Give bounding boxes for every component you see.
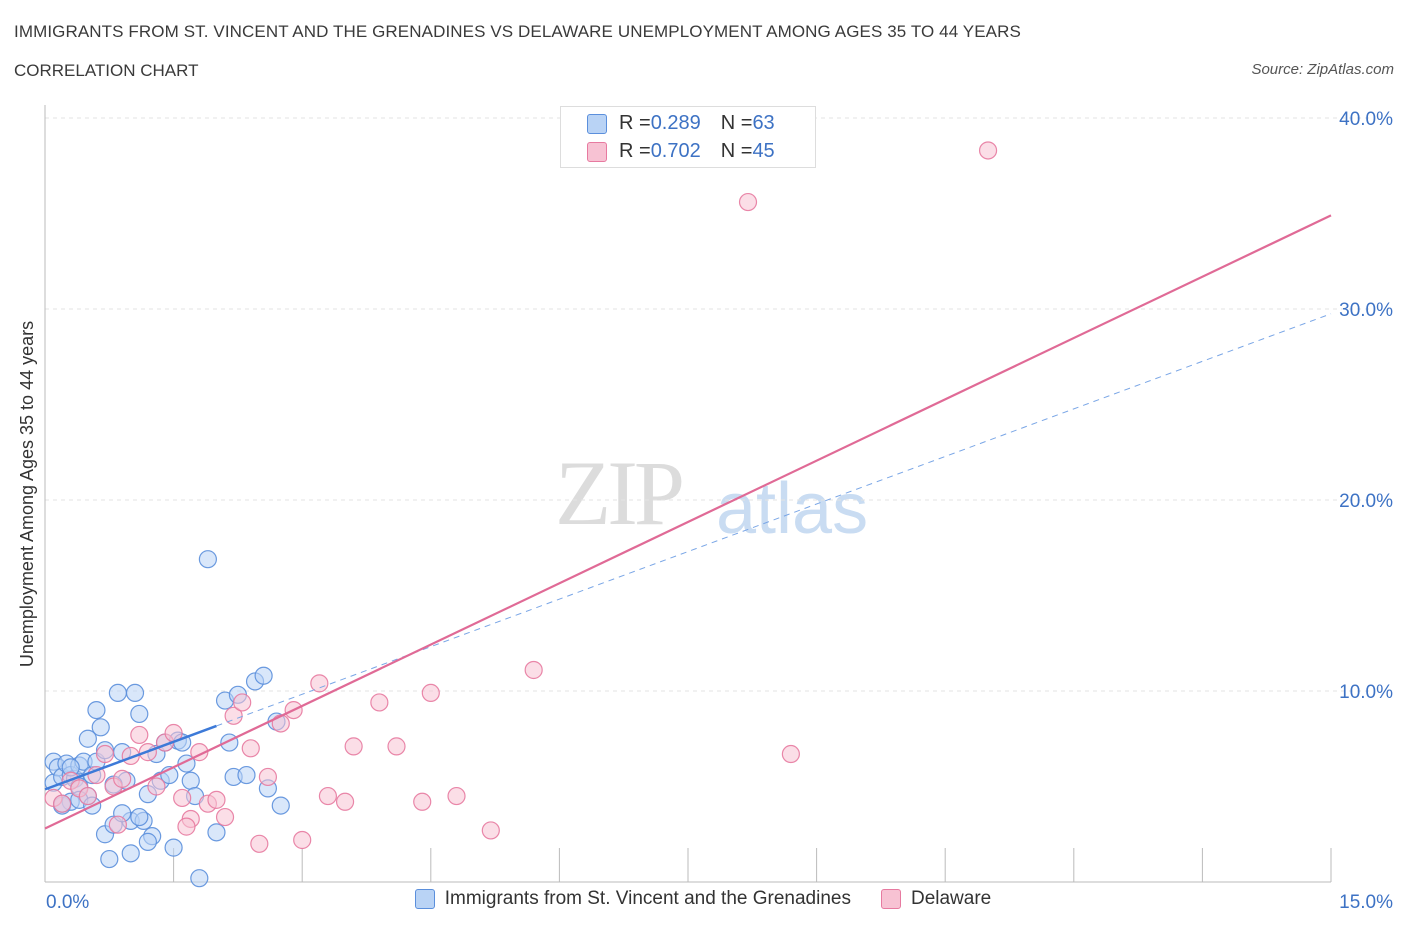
- data-point-blue: [78, 729, 97, 748]
- data-point-pink: [421, 683, 440, 703]
- n-value-blue: 63: [752, 112, 775, 134]
- data-point-blue: [87, 700, 106, 720]
- data-point-pink: [95, 744, 115, 764]
- watermark-zip: ZIP: [555, 442, 685, 544]
- r-label: R =: [619, 140, 651, 162]
- chart-subtitle: CORRELATION CHART: [14, 61, 199, 80]
- data-point-pink: [310, 674, 329, 693]
- data-point-pink: [738, 192, 758, 212]
- data-point-pink: [978, 141, 998, 160]
- data-point-pink: [318, 786, 338, 806]
- legend-item-blue[interactable]: Immigrants from St. Vincent and the Gren…: [414, 888, 851, 910]
- legend-label-pink: Delaware: [910, 888, 992, 909]
- pink-swatch: [587, 141, 607, 162]
- stats-row-pink: R = 0.702 N = 45: [587, 140, 775, 163]
- data-point-pink: [224, 706, 243, 725]
- y-tick-label: 20.0%: [1339, 491, 1393, 512]
- data-point-blue: [164, 838, 183, 857]
- data-point-blue: [237, 765, 256, 785]
- data-point-pink: [524, 660, 543, 680]
- chart-title: IMMIGRANTS FROM ST. VINCENT AND THE GREN…: [14, 22, 1021, 41]
- r-label: R =: [619, 112, 651, 134]
- blue-swatch: [587, 113, 607, 134]
- data-point-blue: [181, 771, 200, 790]
- data-point-blue: [91, 718, 110, 737]
- data-point-pink: [413, 792, 432, 811]
- data-point-pink: [207, 790, 226, 809]
- data-point-blue: [130, 704, 149, 724]
- legend-swatch-pink: [880, 889, 901, 909]
- data-point-pink: [781, 744, 800, 764]
- legend-swatch-blue: [414, 889, 435, 909]
- source-label: Source: ZipAtlas.com: [1251, 61, 1394, 78]
- legend-item-pink[interactable]: Delaware: [880, 888, 992, 910]
- data-point-pink: [370, 693, 389, 712]
- data-point-pink: [344, 737, 363, 756]
- data-point-pink: [173, 788, 192, 808]
- x-tick-label: 15.0%: [1339, 892, 1393, 913]
- trendline-blue-dashed: [216, 313, 1332, 727]
- x-tick-label: 0.0%: [46, 892, 89, 913]
- data-point-blue: [125, 683, 145, 703]
- data-point-pink: [335, 792, 355, 811]
- data-point-pink: [447, 786, 466, 806]
- data-point-blue: [108, 683, 127, 703]
- data-point-pink: [113, 769, 132, 788]
- r-value-blue: 0.289: [650, 112, 701, 134]
- data-point-blue: [121, 844, 140, 863]
- y-tick-label: 40.0%: [1339, 109, 1393, 130]
- data-point-pink: [258, 767, 278, 787]
- data-point-pink: [108, 815, 127, 834]
- legend-label-blue: Immigrants from St. Vincent and the Gren…: [444, 888, 851, 909]
- stats-row-blue: R = 0.289 N = 63: [587, 112, 775, 135]
- n-label: N =: [720, 112, 753, 134]
- data-point-blue: [190, 869, 209, 888]
- watermark-atlas: atlas: [716, 469, 869, 549]
- data-point-pink: [147, 777, 166, 796]
- data-point-pink: [78, 786, 97, 806]
- data-point-pink: [177, 817, 196, 836]
- data-point-blue: [100, 849, 119, 869]
- data-point-blue: [207, 823, 226, 842]
- data-point-pink: [250, 834, 269, 853]
- data-point-pink: [271, 714, 290, 733]
- data-point-pink: [387, 737, 406, 756]
- data-point-blue: [130, 807, 149, 827]
- data-point-pink: [293, 830, 312, 850]
- y-tick-label: 30.0%: [1339, 300, 1393, 321]
- chart-legend: Immigrants from St. Vincent and the Gren…: [0, 888, 1406, 910]
- data-point-blue: [254, 666, 273, 685]
- data-point-pink: [241, 739, 260, 758]
- data-point-pink: [215, 807, 235, 827]
- n-value-pink: 45: [752, 140, 775, 162]
- data-point-pink: [233, 693, 252, 712]
- r-value-pink: 0.702: [650, 140, 701, 162]
- y-tick-label: 10.0%: [1339, 682, 1393, 703]
- n-label: N =: [720, 140, 753, 162]
- data-point-blue: [198, 550, 217, 569]
- data-point-blue: [138, 832, 157, 851]
- trendline-blue-solid: [44, 724, 217, 791]
- data-point-pink: [53, 794, 72, 813]
- y-axis-label: Unemployment Among Ages 35 to 44 years: [17, 321, 37, 667]
- stats-legend: R = 0.289 N = 63 R = 0.702 N = 45: [560, 106, 816, 168]
- data-point-blue: [271, 796, 290, 815]
- data-point-pink: [481, 821, 500, 840]
- data-point-pink: [130, 725, 149, 745]
- trendline-pink: [44, 214, 1332, 830]
